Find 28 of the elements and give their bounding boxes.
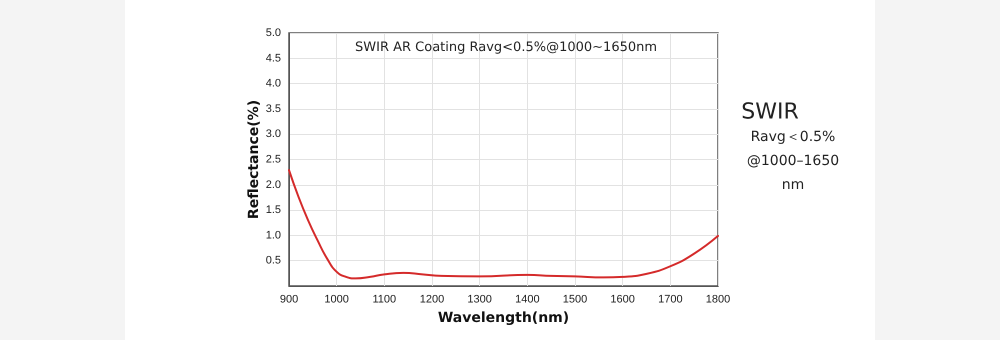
y-tick-label: 2.0 (266, 178, 281, 191)
x-tick-label: 1200 (420, 294, 444, 306)
x-tick-label: 1500 (562, 294, 588, 306)
x-tick-label: 1100 (372, 294, 396, 306)
x-tick-label: 1400 (515, 294, 540, 306)
y-tick-label: 2.5 (266, 154, 281, 166)
x-tick-label: 900 (280, 294, 298, 306)
y-tick-label: 5.0 (266, 27, 281, 39)
y-tick-label: 0.5 (266, 254, 281, 267)
text: SWIR AR Coating Ravg<0.5%@1000~1650nm (355, 40, 658, 55)
x-tick-label: 1000 (324, 294, 349, 306)
y-tick-label: 1.0 (266, 229, 281, 242)
y-tick-label: 1.5 (266, 204, 281, 216)
text: nm (782, 177, 804, 193)
text: @1000–1650 (746, 153, 840, 169)
x-tick-label: 1700 (658, 294, 683, 306)
y-tick-label: 4.5 (266, 52, 281, 64)
y-tick-label: 3.0 (266, 128, 281, 140)
x-axis-title: Wavelength(nm) (438, 310, 570, 326)
y-axis-title: Reflectance(%) (246, 100, 262, 220)
line-series (288, 169, 719, 280)
y-tick-label: 3.5 (266, 102, 281, 115)
text: Ravg＜0.5% (750, 129, 836, 145)
x-tick-label: 1600 (610, 294, 635, 306)
x-tick-label: 1300 (467, 294, 492, 306)
x-tick-label: 1800 (706, 294, 730, 306)
text: SWIR (741, 100, 799, 124)
y-tick-label: 4.0 (266, 78, 281, 90)
